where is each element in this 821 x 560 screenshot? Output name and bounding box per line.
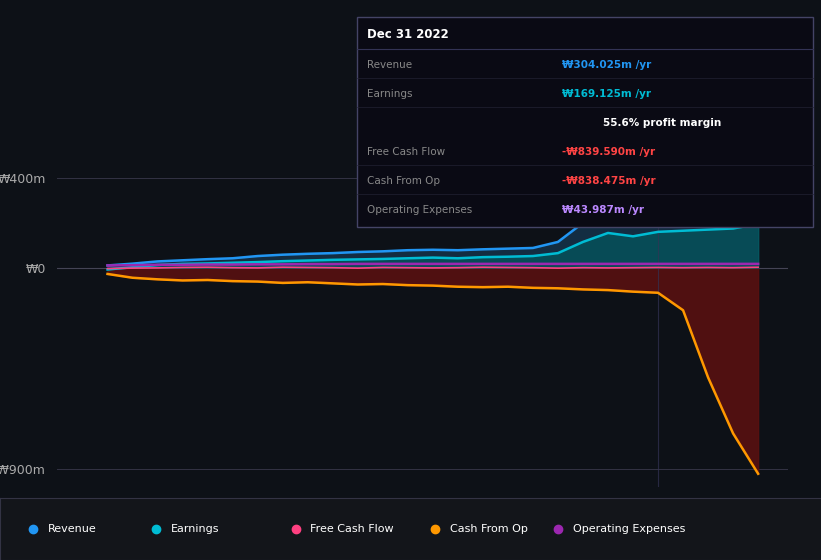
Text: Operating Expenses: Operating Expenses <box>573 524 686 534</box>
Text: Free Cash Flow: Free Cash Flow <box>310 524 394 534</box>
Text: -₩838.475m /yr: -₩838.475m /yr <box>562 176 656 186</box>
Text: Cash From Op: Cash From Op <box>367 176 440 186</box>
Text: -₩839.590m /yr: -₩839.590m /yr <box>562 147 655 157</box>
Text: Operating Expenses: Operating Expenses <box>367 205 472 215</box>
Text: Revenue: Revenue <box>367 60 412 70</box>
Text: ₩43.987m /yr: ₩43.987m /yr <box>562 205 644 215</box>
Text: Earnings: Earnings <box>367 89 412 99</box>
Text: Dec 31 2022: Dec 31 2022 <box>367 28 449 41</box>
Text: Revenue: Revenue <box>48 524 96 534</box>
Text: Earnings: Earnings <box>171 524 219 534</box>
Text: Free Cash Flow: Free Cash Flow <box>367 147 445 157</box>
Text: ₩304.025m /yr: ₩304.025m /yr <box>562 60 652 70</box>
Text: ₩169.125m /yr: ₩169.125m /yr <box>562 89 651 99</box>
Text: 55.6% profit margin: 55.6% profit margin <box>603 118 722 128</box>
Text: Cash From Op: Cash From Op <box>450 524 528 534</box>
